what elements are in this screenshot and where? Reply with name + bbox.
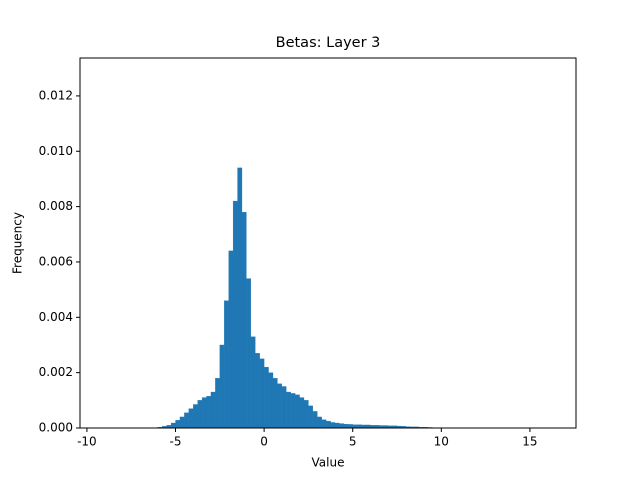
plot-frame — [80, 58, 576, 428]
bar — [220, 345, 224, 428]
x-tick-label: -10 — [77, 435, 97, 449]
x-axis-label: Value — [312, 456, 345, 470]
bar — [224, 301, 228, 428]
bar — [260, 359, 264, 428]
bar — [264, 367, 268, 428]
chart-title: Betas: Layer 3 — [276, 35, 381, 51]
bar — [180, 417, 184, 428]
y-tick-label: 0.012 — [39, 88, 73, 102]
x-tick-label: 5 — [349, 435, 357, 449]
bar — [189, 409, 193, 428]
bar — [273, 378, 277, 428]
bar — [282, 386, 286, 428]
bar — [304, 400, 308, 428]
bar — [176, 420, 180, 428]
bar — [339, 424, 343, 428]
bar — [246, 279, 250, 428]
bar — [233, 201, 237, 428]
bar — [300, 398, 304, 428]
bar — [317, 417, 321, 428]
bar — [295, 395, 299, 428]
x-tick-label: -5 — [170, 435, 182, 449]
bar — [229, 251, 233, 428]
bar — [326, 421, 330, 428]
y-tick-label: 0.006 — [39, 254, 73, 268]
bar — [211, 392, 215, 428]
bar — [207, 396, 211, 428]
bar — [171, 423, 175, 428]
y-tick-label: 0.000 — [39, 421, 73, 435]
bar — [335, 423, 339, 428]
bar — [202, 398, 206, 428]
x-tick-label: 0 — [260, 435, 268, 449]
y-tick-label: 0.002 — [39, 365, 73, 379]
bar — [322, 420, 326, 428]
bar — [251, 337, 255, 428]
bar — [198, 400, 202, 428]
bar — [308, 406, 312, 428]
bar — [193, 404, 197, 428]
bar — [291, 393, 295, 428]
bar — [348, 424, 352, 428]
bar — [215, 378, 219, 428]
bar — [255, 353, 259, 428]
bar — [269, 373, 273, 428]
x-tick-label: 10 — [434, 435, 449, 449]
bar — [286, 392, 290, 428]
bar — [184, 413, 188, 428]
y-tick-label: 0.004 — [39, 310, 73, 324]
bar — [242, 212, 246, 428]
bar — [277, 384, 281, 428]
y-tick-label: 0.010 — [39, 144, 73, 158]
bar — [344, 424, 348, 428]
x-tick-label: 15 — [522, 435, 537, 449]
bar — [331, 422, 335, 428]
bar — [238, 168, 242, 428]
y-axis-label: Frequency — [11, 212, 25, 274]
bar — [313, 411, 317, 428]
y-tick-label: 0.008 — [39, 199, 73, 213]
